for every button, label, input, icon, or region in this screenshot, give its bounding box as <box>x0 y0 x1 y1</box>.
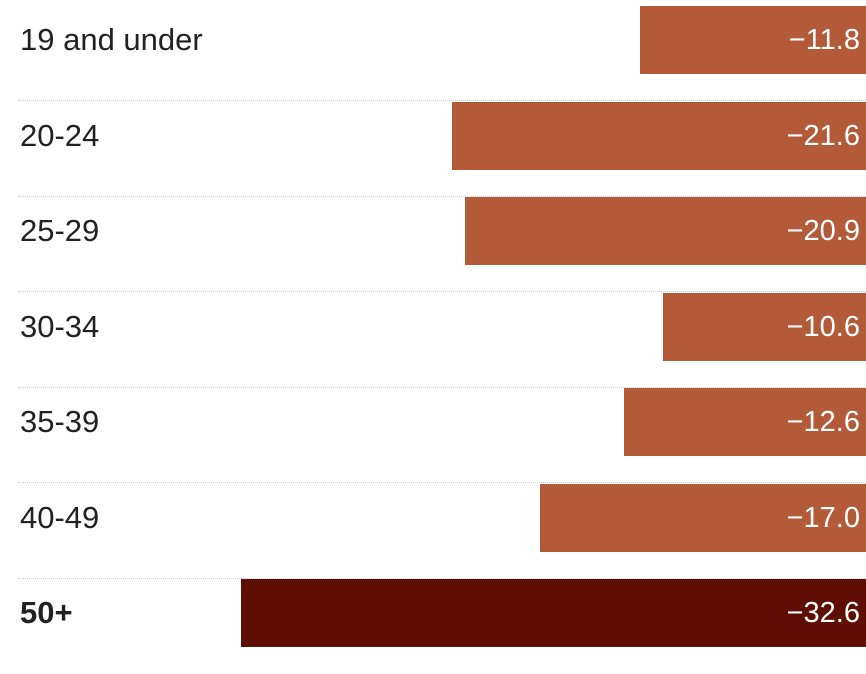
bar: −10.6 <box>663 293 866 361</box>
row-divider <box>18 291 866 292</box>
bar: −12.6 <box>624 388 866 456</box>
bar-row: 35-39 −12.6 <box>0 388 866 483</box>
category-label: 50+ <box>20 595 73 630</box>
bar-row: 50+ −32.6 <box>0 579 866 674</box>
bar: −32.6 <box>241 579 866 647</box>
row-divider <box>18 196 866 197</box>
bar: −11.8 <box>640 6 866 74</box>
row-divider <box>18 100 866 101</box>
bar-value-label: −32.6 <box>786 597 860 629</box>
bar-value-label: −10.6 <box>786 311 860 343</box>
bar-row: 25-29 −20.9 <box>0 197 866 292</box>
row-divider <box>18 578 866 579</box>
category-label: 35-39 <box>20 404 100 439</box>
bar-row: 40-49 −17.0 <box>0 484 866 579</box>
category-label: 19 and under <box>20 22 203 57</box>
row-divider <box>18 482 866 483</box>
bar: −21.6 <box>452 102 866 170</box>
category-label: 30-34 <box>20 309 100 344</box>
bar: −20.9 <box>465 197 866 265</box>
category-label: 40-49 <box>20 500 100 535</box>
bar-value-label: −17.0 <box>786 502 860 534</box>
row-divider <box>18 387 866 388</box>
bar-value-label: −20.9 <box>786 215 860 247</box>
bar-value-label: −12.6 <box>786 406 860 438</box>
bar-row: 19 and under −11.8 <box>0 6 866 101</box>
category-label: 25-29 <box>20 213 100 248</box>
bar-row: 30-34 −10.6 <box>0 293 866 388</box>
bar-value-label: −21.6 <box>786 120 860 152</box>
bar: −17.0 <box>540 484 866 552</box>
bar-value-label: −11.8 <box>788 24 860 56</box>
category-label: 20-24 <box>20 118 100 153</box>
bar-row: 20-24 −21.6 <box>0 102 866 197</box>
bar-chart: 19 and under −11.8 20-24 −21.6 25-29 −20.9 30-… <box>0 6 866 647</box>
